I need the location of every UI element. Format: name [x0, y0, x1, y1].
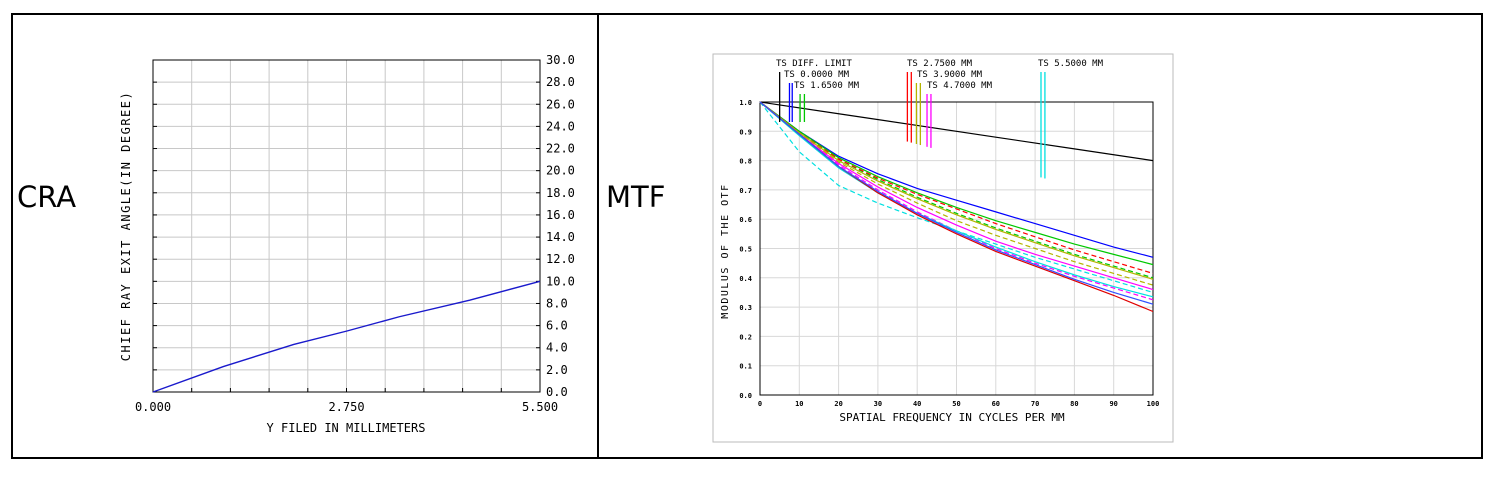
mtf-legend-label: TS 4.7000 MM — [927, 81, 993, 91]
mtf-x-tick-label: 50 — [952, 400, 960, 408]
mtf-legend-label: TS 1.6500 MM — [794, 81, 860, 91]
cra-y-tick-label: 28.0 — [546, 75, 575, 89]
mtf-x-tick-label: 60 — [992, 400, 1000, 408]
cra-y-tick-label: 22.0 — [546, 142, 575, 156]
mtf-y-tick-label: 0.1 — [739, 363, 752, 371]
mtf-x-axis-label: SPATIAL FREQUENCY IN CYCLES PER MM — [839, 411, 1065, 424]
mtf-ticks: 0.0 0.1 0.2 0.3 0.4 0.5 0.6 0.7 0.8 0.9 1.0 0 10 20 30… — [739, 99, 1159, 408]
cra-chart: 0.0 2.0 4.0 6.0 8.0 10.0 12.0 14.0 16.0 18.0 20.0 2… — [119, 53, 575, 435]
cra-ticks: 0.0 2.0 4.0 6.0 8.0 10.0 12.0 14.0 16.0 18.0 20.0 2… — [135, 53, 575, 414]
mtf-y-tick-label: 0.3 — [739, 304, 752, 312]
mtf-y-tick-label: 0.9 — [739, 128, 752, 136]
cra-x-tick-label: 5.500 — [522, 400, 558, 414]
panel-divider — [597, 13, 599, 459]
cra-y-tick-label: 2.0 — [546, 363, 568, 377]
mtf-series-line — [759, 101, 1154, 274]
mtf-series-line — [759, 101, 1154, 305]
mtf-y-tick-label: 0.6 — [739, 216, 752, 224]
mtf-x-tick-label: 100 — [1147, 400, 1160, 408]
mtf-series-line — [759, 101, 1154, 258]
cra-x-axis-label: Y FILED IN MILLIMETERS — [267, 421, 426, 435]
cra-y-tick-label: 0.0 — [546, 385, 568, 399]
cra-y-tick-label: 20.0 — [546, 164, 575, 178]
mtf-plot-frame — [759, 101, 1154, 396]
figure-frame — [11, 13, 1483, 459]
cra-y-tick-label: 10.0 — [546, 274, 575, 288]
mtf-y-tick-label: 1.0 — [739, 99, 752, 107]
cra-y-tick-label: 4.0 — [546, 341, 568, 355]
cra-y-tick-label: 12.0 — [546, 252, 575, 266]
cra-x-tick-label: 2.750 — [328, 400, 364, 414]
mtf-series-line — [759, 101, 1154, 266]
mtf-y-tick-label: 0.7 — [739, 187, 752, 195]
cra-panel-label: CRA — [17, 180, 77, 214]
mtf-y-tick-label: 0.0 — [739, 392, 752, 400]
mtf-y-tick-label: 0.2 — [739, 333, 752, 341]
cra-y-tick-label: 30.0 — [546, 53, 575, 67]
mtf-legend-label: TS 0.0000 MM — [784, 70, 850, 80]
mtf-x-tick-label: 70 — [1031, 400, 1039, 408]
cra-series-line — [152, 280, 541, 393]
cra-y-tick-label: 8.0 — [546, 296, 568, 310]
cra-x-tick-label: 0.000 — [135, 400, 171, 414]
cra-y-tick-label: 16.0 — [546, 208, 575, 222]
cra-y-axis-label: CHIEF RAY EXIT ANGLE(IN DEGREE) — [119, 91, 133, 361]
mtf-y-axis-label: MODULUS OF THE OTF — [720, 183, 731, 318]
cra-y-tick-label: 26.0 — [546, 97, 575, 111]
mtf-series-line — [759, 101, 1154, 291]
mtf-y-tick-label: 0.4 — [739, 275, 752, 283]
mtf-legend-label: TS 3.9000 MM — [917, 70, 983, 80]
cra-y-tick-label: 14.0 — [546, 230, 575, 244]
mtf-x-tick-label: 20 — [834, 400, 842, 408]
cra-series — [152, 280, 541, 393]
mtf-series-line — [759, 101, 1154, 294]
cra-y-tick-label: 6.0 — [546, 319, 568, 333]
cra-y-tick-label: 18.0 — [546, 186, 575, 200]
mtf-x-tick-label: 10 — [795, 400, 803, 408]
mtf-legend-label: TS 2.7500 MM — [907, 59, 973, 69]
cra-grid — [153, 60, 540, 392]
mtf-grid — [760, 102, 1153, 395]
mtf-x-tick-label: 0 — [758, 400, 762, 408]
mtf-series-line — [759, 101, 1154, 286]
mtf-y-tick-label: 0.8 — [739, 158, 752, 166]
mtf-series-line — [759, 101, 1154, 162]
mtf-series — [759, 101, 1154, 313]
mtf-y-tick-label: 0.5 — [739, 246, 752, 254]
mtf-legend-label: TS 5.5000 MM — [1038, 59, 1104, 69]
mtf-chart: 0.0 0.1 0.2 0.3 0.4 0.5 0.6 0.7 0.8 0.9 1.0 0 10 20 30… — [712, 53, 1174, 443]
mtf-legend-label: TS DIFF. LIMIT — [776, 59, 852, 69]
mtf-series-line — [759, 101, 1154, 280]
mtf-x-tick-label: 40 — [913, 400, 921, 408]
mtf-x-tick-label: 90 — [1109, 400, 1117, 408]
mtf-x-tick-label: 30 — [874, 400, 882, 408]
cra-y-tick-label: 24.0 — [546, 119, 575, 133]
mtf-panel-label: MTF — [606, 180, 666, 214]
mtf-x-tick-label: 80 — [1070, 400, 1078, 408]
